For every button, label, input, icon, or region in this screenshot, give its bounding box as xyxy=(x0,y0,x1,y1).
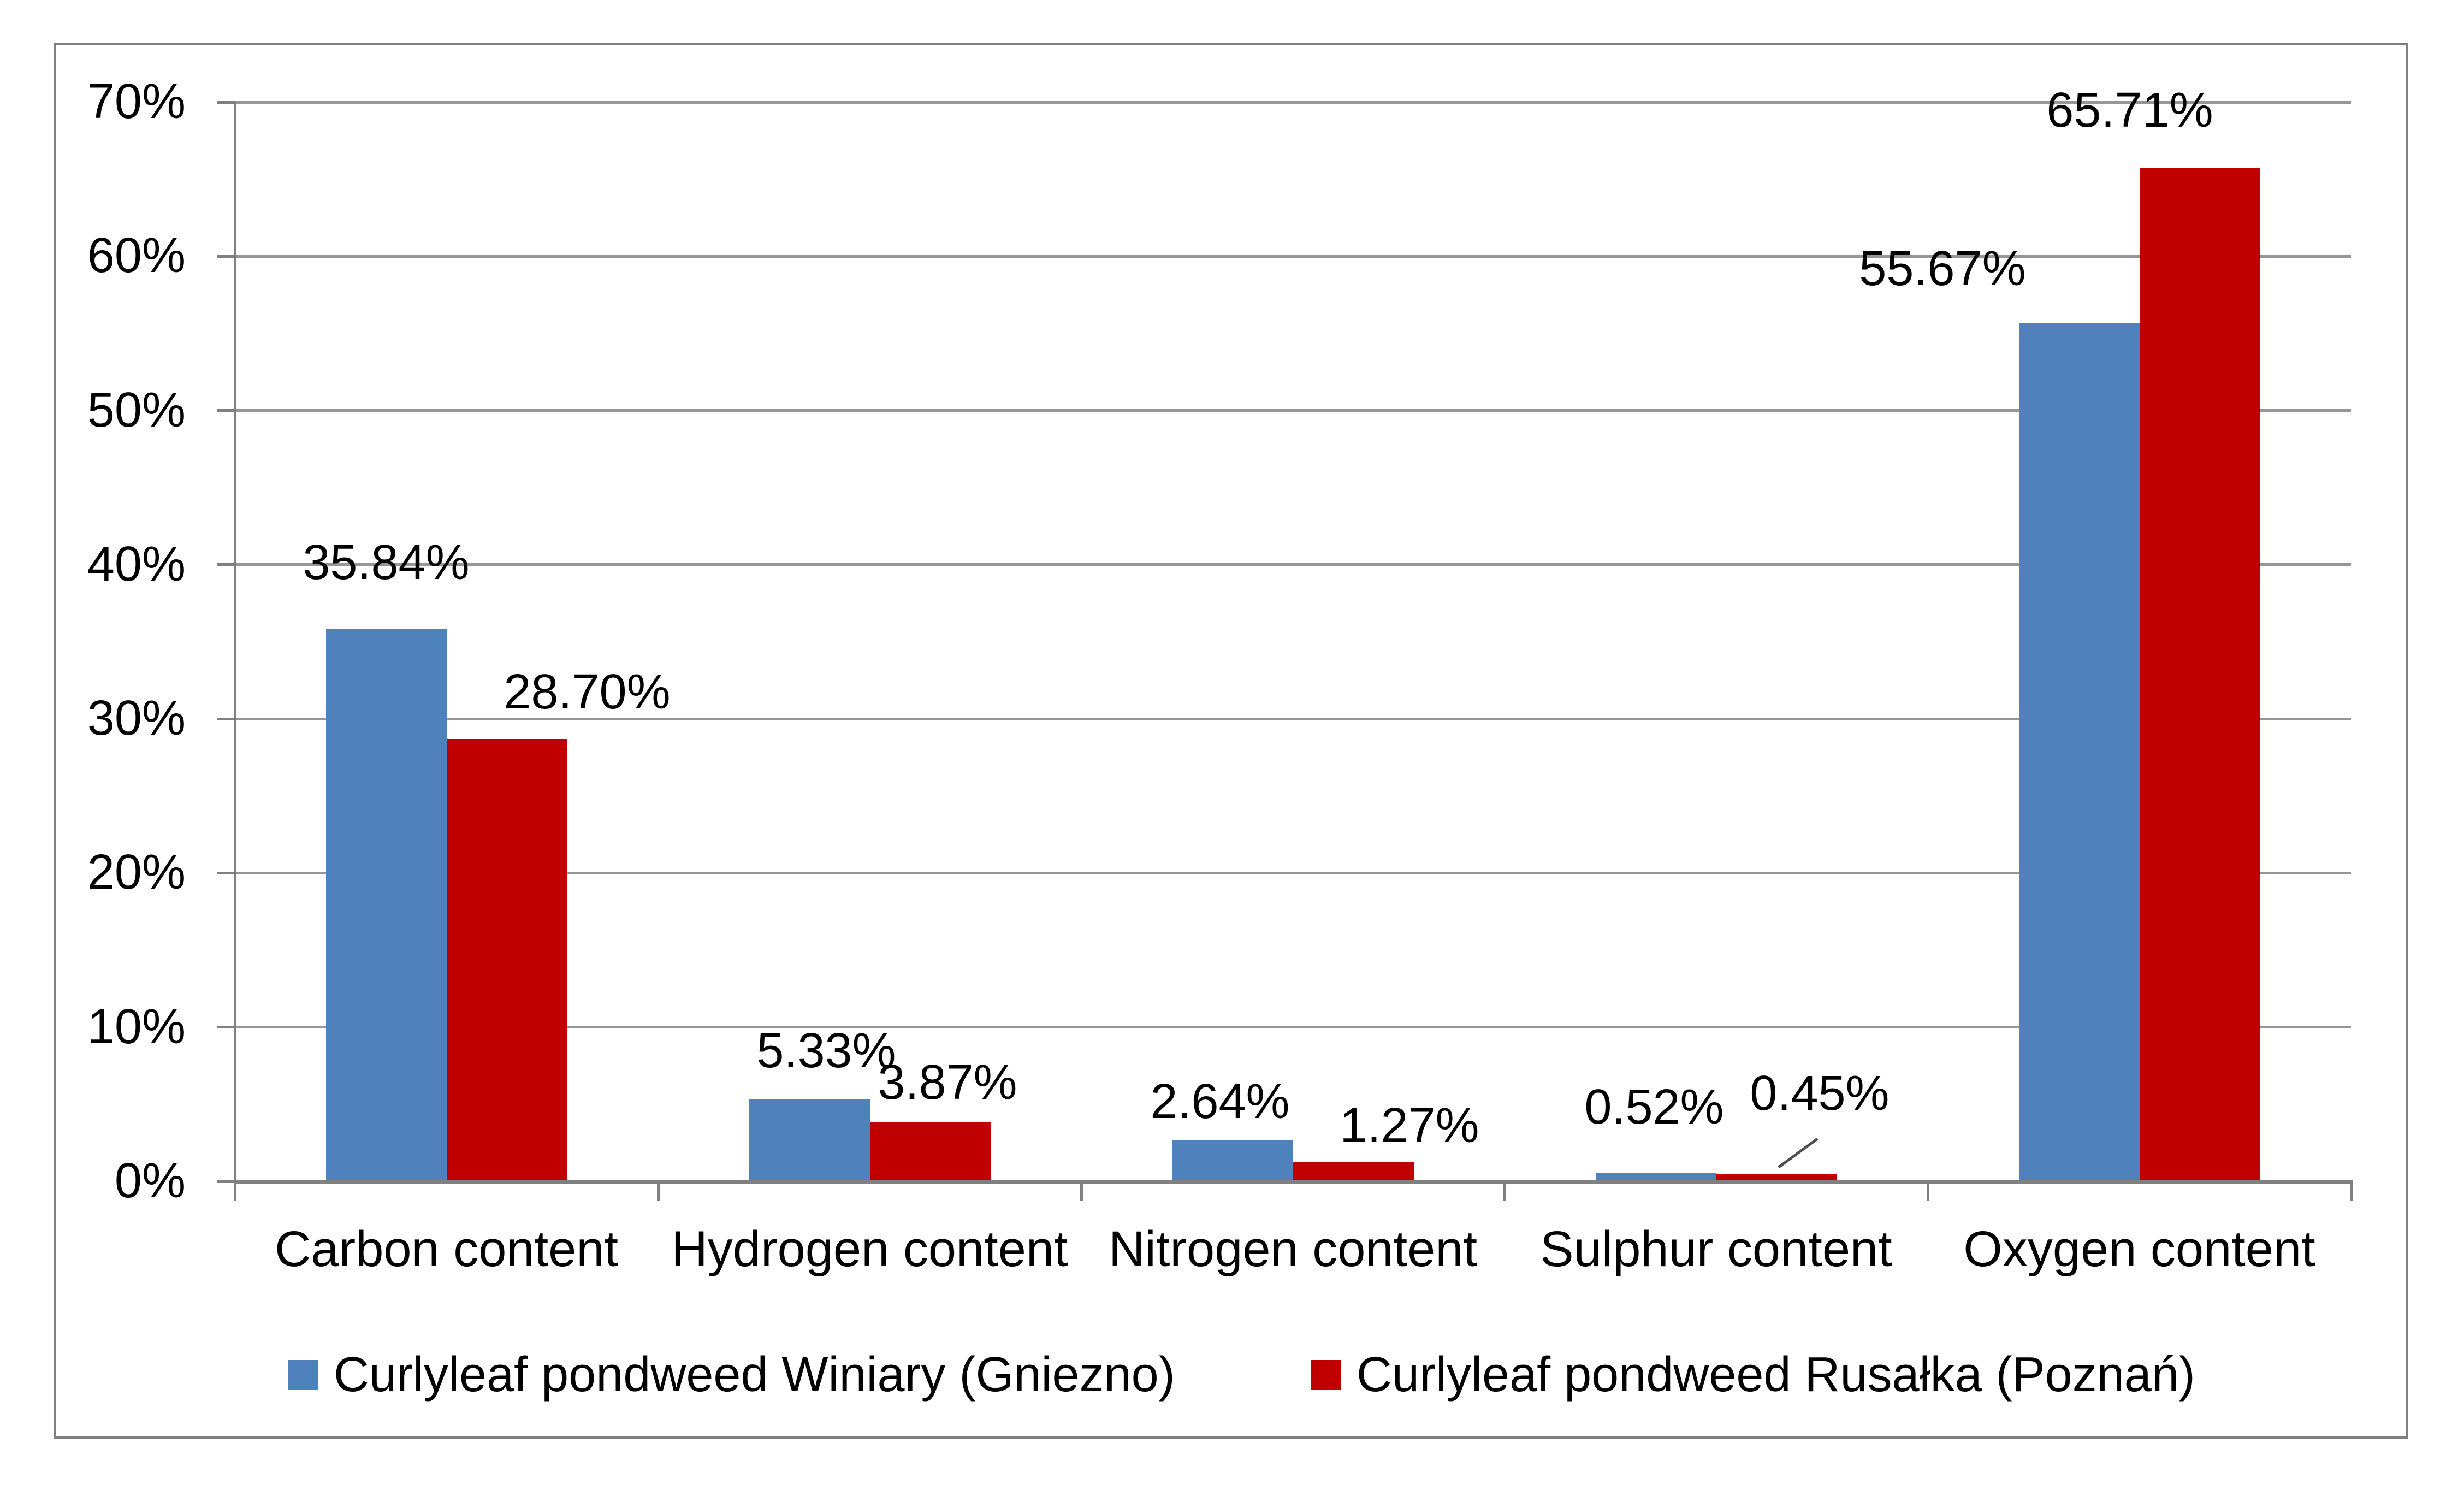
x-axis-tick xyxy=(656,1181,660,1201)
gridline xyxy=(235,871,2351,874)
y-axis-tick xyxy=(217,255,235,258)
bar-rusalka-1 xyxy=(446,738,567,1181)
gridline xyxy=(235,409,2351,412)
data-label: 0.52% xyxy=(1584,1080,1724,1135)
data-label: 35.84% xyxy=(303,535,470,590)
category-label: Nitrogen content xyxy=(1108,1221,1478,1277)
bar-winiary-5 xyxy=(2018,323,2140,1181)
legend-label: Curlyleaf pondweed Rusałka (Poznań) xyxy=(1357,1347,2195,1402)
gridline xyxy=(235,717,2351,720)
y-axis-tick-label: 20% xyxy=(87,845,186,900)
legend-item: Curlyleaf pondweed Winiary (Gniezno) xyxy=(288,1345,1175,1405)
category-label: Sulphur content xyxy=(1540,1221,1892,1277)
y-axis-tick xyxy=(217,871,235,874)
legend-item: Curlyleaf pondweed Rusałka (Poznań) xyxy=(1311,1345,2195,1405)
y-axis-tick-label: 0% xyxy=(114,1154,186,1208)
x-axis-tick xyxy=(1926,1181,1929,1201)
x-axis-tick xyxy=(1080,1181,1083,1201)
bar-winiary-3 xyxy=(1172,1140,1293,1181)
data-label: 1.27% xyxy=(1340,1098,1479,1154)
gridline xyxy=(235,255,2351,258)
data-label: 55.67% xyxy=(1859,241,2026,296)
legend-swatch xyxy=(1311,1359,1341,1390)
y-axis-tick xyxy=(217,717,235,720)
bar-winiary-1 xyxy=(325,629,447,1181)
bar-rusalka-2 xyxy=(869,1121,991,1181)
leader-line xyxy=(1778,1137,1819,1169)
x-axis-tick xyxy=(233,1181,236,1201)
bar-rusalka-5 xyxy=(2139,168,2260,1181)
bar-rusalka-4 xyxy=(1716,1174,1837,1181)
data-label: 0.45% xyxy=(1750,1066,1890,1121)
data-label: 2.64% xyxy=(1150,1074,1290,1130)
category-label: Hydrogen content xyxy=(671,1221,1068,1277)
y-axis-tick-label: 60% xyxy=(87,228,186,283)
data-label: 3.87% xyxy=(878,1055,1017,1110)
y-axis-tick-label: 40% xyxy=(87,536,186,592)
bar-winiary-4 xyxy=(1595,1173,1716,1181)
legend-swatch xyxy=(288,1359,318,1390)
y-axis-tick xyxy=(217,1180,235,1183)
y-axis-tick-label: 10% xyxy=(87,999,186,1054)
chart-legend: Curlyleaf pondweed Winiary (Gniezno) Curl… xyxy=(0,1345,2464,1405)
x-axis-tick xyxy=(1503,1181,1506,1201)
x-axis-tick xyxy=(2349,1181,2353,1201)
y-axis-tick xyxy=(217,409,235,412)
y-axis-tick-label: 70% xyxy=(87,74,186,129)
y-axis-line xyxy=(233,102,236,1183)
category-label: Carbon content xyxy=(274,1221,619,1277)
data-label: 5.33% xyxy=(756,1023,896,1078)
y-axis-tick-label: 30% xyxy=(87,691,186,746)
category-label: Oxygen content xyxy=(1963,1221,2315,1277)
data-label: 65.71% xyxy=(2046,83,2213,138)
gridline xyxy=(235,563,2351,566)
gridline xyxy=(235,100,2351,104)
x-axis-line xyxy=(235,1180,2353,1184)
gridline xyxy=(235,1026,2351,1029)
y-axis-tick xyxy=(217,100,235,104)
bar-rusalka-3 xyxy=(1293,1162,1414,1181)
figure-border xyxy=(54,43,2408,1439)
y-axis-tick-label: 50% xyxy=(87,382,186,437)
legend-label: Curlyleaf pondweed Winiary (Gniezno) xyxy=(334,1347,1175,1402)
y-axis-tick xyxy=(217,563,235,566)
y-axis-tick xyxy=(217,1026,235,1029)
bar-winiary-2 xyxy=(749,1099,870,1181)
data-label: 28.70% xyxy=(504,664,671,719)
